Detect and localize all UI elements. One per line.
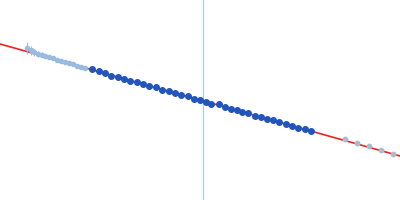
Point — [289, 124, 295, 127]
Point — [390, 152, 396, 155]
Point — [245, 112, 251, 115]
Point — [234, 109, 240, 112]
Point — [228, 107, 234, 110]
Point — [276, 120, 282, 123]
Point — [197, 98, 203, 102]
Point — [282, 123, 289, 126]
Point — [172, 91, 178, 95]
Point — [127, 79, 133, 82]
Point — [108, 74, 114, 77]
Point — [153, 86, 159, 89]
Point — [354, 141, 360, 145]
Point — [295, 126, 301, 129]
Point — [159, 88, 166, 91]
Point — [178, 93, 184, 97]
Point — [203, 100, 210, 103]
Point — [96, 70, 102, 73]
Point — [264, 117, 270, 121]
Point — [208, 102, 214, 105]
Point — [270, 119, 276, 122]
Point — [378, 148, 384, 152]
Point — [134, 80, 140, 84]
Point — [252, 114, 258, 117]
Point — [121, 77, 127, 80]
Point — [366, 145, 372, 148]
Point — [114, 76, 121, 79]
Point — [102, 72, 108, 75]
Point — [342, 138, 348, 141]
Point — [302, 128, 308, 131]
Point — [89, 67, 95, 71]
Point — [191, 97, 197, 100]
Point — [140, 83, 146, 86]
Point — [222, 106, 228, 109]
Point — [216, 103, 222, 106]
Point — [184, 95, 191, 98]
Point — [166, 89, 172, 93]
Point — [308, 129, 314, 133]
Point — [239, 111, 245, 114]
Point — [258, 115, 264, 118]
Point — [146, 84, 152, 87]
